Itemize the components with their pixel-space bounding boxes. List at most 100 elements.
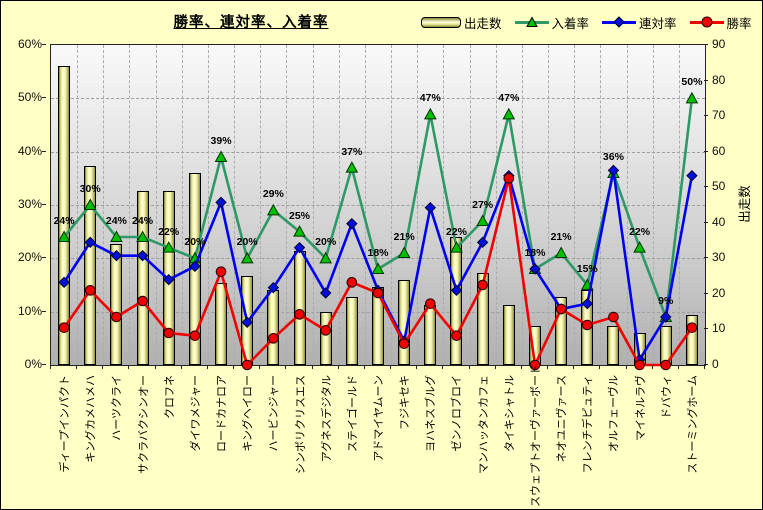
place-rate-data-label: 47%	[498, 92, 520, 105]
連対率-marker: ステイゴールド 連対率: 26.5%	[346, 217, 358, 230]
勝率-marker: ネオユニヴァース 勝率: 10.5%	[555, 303, 567, 315]
left-axis-tick-label: 10%	[17, 303, 42, 318]
連対率-marker: ディープインパクト 連対率: 15.5%	[58, 276, 70, 289]
place-rate-data-label: 27%	[472, 199, 494, 211]
place-rate-data-label: 22%	[445, 225, 467, 238]
place-rate-data-label: 47%	[419, 92, 441, 105]
place-rate-data-label: 39%	[210, 135, 232, 147]
right-axis-title: 出走数	[738, 185, 752, 223]
place-rate-data-label: 18%	[524, 247, 546, 259]
place-rate-data-label: 24%	[132, 215, 154, 227]
勝率-marker: ドバウィ 勝率: 0%	[660, 359, 672, 371]
axis-tick	[704, 79, 708, 81]
left-axis: 0% 10% 20% 30% 40% 50% 60%	[1, 37, 46, 371]
right-axis-tick-label: 70	[712, 108, 726, 123]
right-axis-tick-label: 30	[712, 250, 726, 265]
category-axis-tick	[390, 365, 392, 369]
place-rate-data-label: 20%	[315, 236, 337, 249]
starts-bar	[136, 190, 149, 365]
category-axis-tick	[651, 365, 653, 369]
入着率-marker: フジキセキ 入着率: 21%	[397, 246, 411, 258]
勝率-marker: アドマイヤムーン 勝率: 13.5%	[372, 287, 384, 299]
axis-tick	[704, 115, 708, 117]
入着率-marker: ハーツクライ 入着率: 24%	[110, 230, 123, 242]
入着率-marker: アドマイヤムーン 入着率: 18%	[371, 262, 385, 274]
place-rate-data-label: 20%	[236, 236, 258, 249]
v-gridline	[574, 45, 576, 365]
plot-area: ディープインパクト 入着率: 24% キングカメハメハ 入着率: 30% ハーツクラ…	[50, 44, 706, 371]
勝率-marker: タイキシャトル 勝率: 35%	[503, 173, 515, 184]
category-axis-tick	[416, 365, 418, 369]
category-axis-tick	[102, 365, 104, 369]
place-rate-data-label: 21%	[393, 231, 415, 243]
category-axis-tick	[337, 365, 339, 369]
category-label: ドバウィ	[660, 375, 673, 419]
starts-bar	[502, 304, 515, 365]
入着率-marker: ヨハネスブルグ 入着率: 47%	[423, 107, 437, 120]
勝率-marker: キングカメハメハ 勝率: 14%	[84, 285, 96, 296]
連対率-marker: クロフネ 連対率: 16%	[163, 273, 175, 286]
category-label: ロードカナロア	[216, 375, 229, 452]
legend-label: 連対率	[639, 16, 677, 31]
v-gridline	[286, 45, 288, 365]
連対率-marker: ヨハネスブルグ 連対率: 29.5%	[424, 201, 437, 214]
連対率-marker: キングカメハメハ 連対率: 23%	[84, 236, 96, 249]
勝率-marker: フジキセキ 勝率: 4%	[398, 338, 410, 349]
勝率-marker: ヨハネスブルグ 勝率: 11.5%	[425, 298, 436, 309]
axis-tick	[704, 150, 708, 152]
v-gridline	[155, 45, 157, 365]
right-axis-tick-label: 90	[712, 37, 726, 51]
starts-bar	[607, 325, 620, 365]
勝率-marker: オルフェーヴル 勝率: 9%	[608, 311, 619, 323]
連対率-marker: ドバウィ 連対率: 9%	[660, 311, 672, 323]
category-label: キングヘイロー	[242, 375, 255, 452]
category-axis-tick	[128, 365, 130, 369]
category-label: ハービンジャー	[268, 375, 281, 452]
right-axis: 0 10 20 30 40 50 60 70 80 90	[704, 37, 744, 371]
v-gridline	[469, 45, 471, 365]
v-gridline	[521, 45, 523, 365]
place-rate-data-label: 22%	[629, 225, 651, 238]
category-axis-tick	[573, 365, 575, 369]
勝率-marker: マンハッタンカフェ 勝率: 15%	[477, 279, 488, 291]
連対率-marker: サクラバクシンオー 連対率: 20.5%	[136, 249, 149, 262]
right-axis-tick-label: 10	[712, 321, 726, 336]
right-axis-tick-label: 50	[712, 179, 726, 194]
category-axis-tick	[180, 365, 182, 369]
category-label: タイキシャトル	[503, 375, 516, 452]
category-label: スウェプトオーヴァーボード	[529, 364, 542, 507]
category-label: ダイワメジャー	[189, 375, 202, 452]
axis-tick	[42, 97, 46, 99]
axis-tick	[704, 257, 708, 259]
category-label: クロフネ	[163, 375, 176, 419]
勝率-marker: ゼンノロブロイ 勝率: 5.5%	[451, 330, 462, 341]
starts-bar	[345, 297, 358, 365]
連対率-marker: アグネスデジタル 連対率: 13.5%	[319, 287, 332, 299]
勝率-marker: アグネスデジタル 勝率: 6.5%	[320, 325, 331, 336]
勝率-marker: サクラバクシンオー 勝率: 12%	[137, 295, 148, 307]
入着率-marker: クロフネ 入着率: 22%	[162, 241, 176, 253]
category-axis-tick	[625, 365, 627, 369]
連対率-marker: マンハッタンカフェ 連対率: 23%	[476, 236, 489, 249]
place-rate-data-label: 29%	[262, 188, 284, 201]
axis-tick	[704, 186, 708, 188]
h-gridline	[51, 151, 705, 153]
勝率-marker: ディープインパクト 勝率: 7%	[58, 322, 70, 333]
入着率-marker: アグネスデジタル 入着率: 20%	[319, 251, 333, 264]
勝率-marker: ステイゴールド 勝率: 15.5%	[346, 277, 358, 288]
category-label: ヨハネスブルグ	[425, 375, 438, 452]
axis-tick	[42, 310, 46, 312]
place-rate-data-label: 20%	[184, 236, 206, 249]
v-gridline	[129, 45, 131, 365]
v-gridline	[600, 45, 602, 365]
starts-bar	[215, 283, 228, 365]
入着率-marker: ステイゴールド 入着率: 37%	[345, 161, 359, 173]
place-rate-data-label: 9%	[658, 295, 674, 307]
v-gridline	[312, 45, 314, 365]
starts-bar	[58, 66, 71, 365]
left-axis-tick-label: 60%	[17, 37, 42, 51]
left-axis-tick-label: 30%	[17, 197, 42, 211]
category-axis-tick	[50, 365, 51, 369]
place-rate-data-label: 21%	[550, 231, 572, 243]
category-label: ゼンノロブロイ	[451, 375, 464, 452]
